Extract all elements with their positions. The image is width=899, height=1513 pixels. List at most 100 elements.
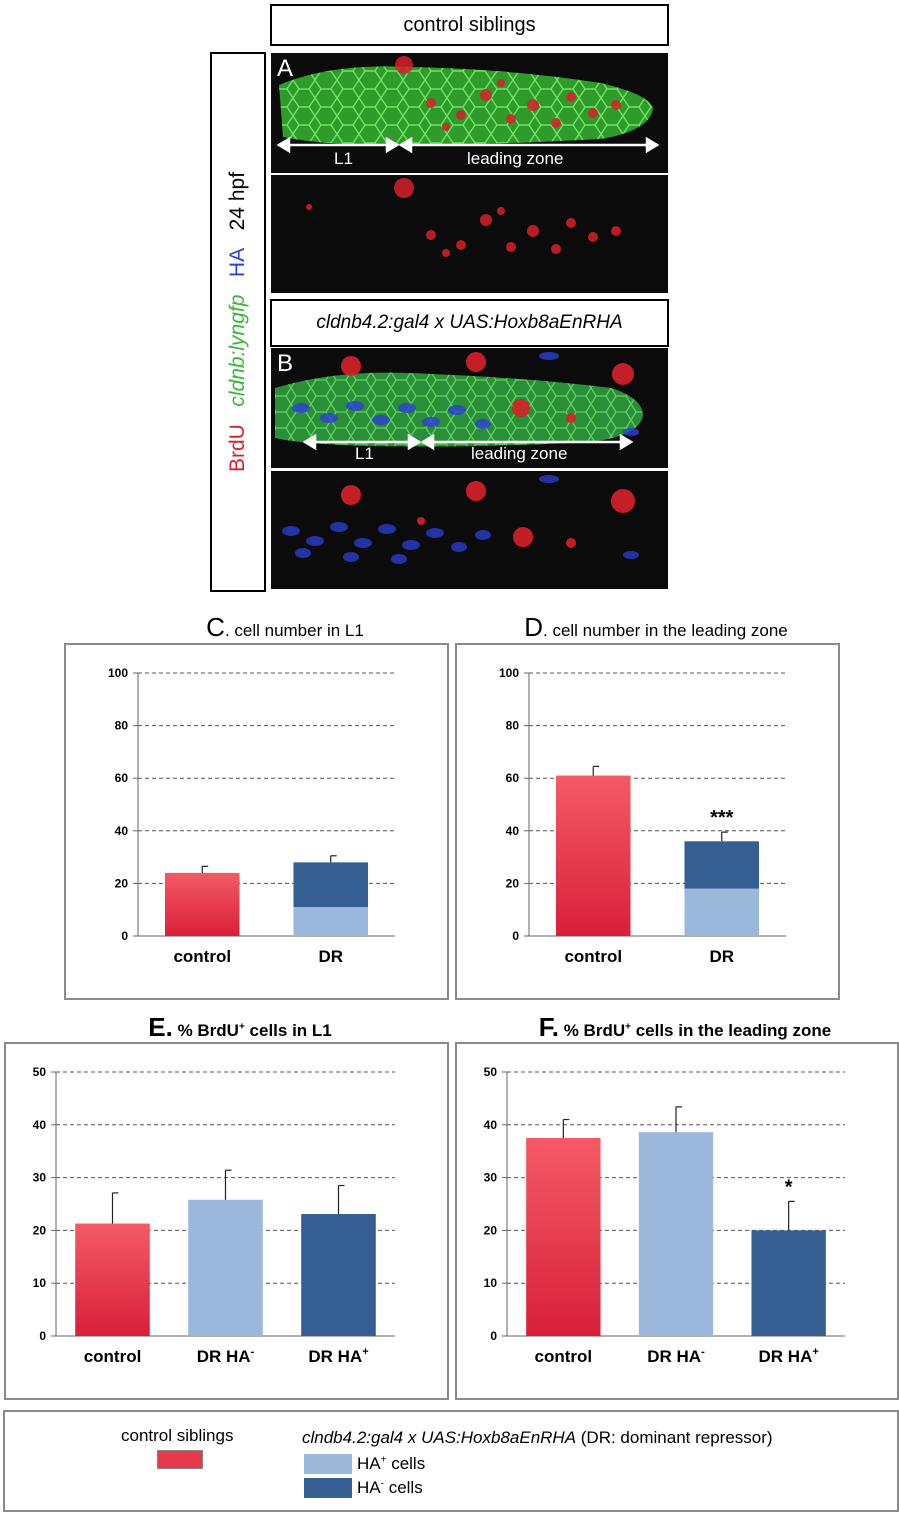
bar-dr-ha--hapos (638, 1132, 714, 1336)
panel-b-letter: B (277, 350, 294, 377)
y-tick-label: 40 (484, 1118, 498, 1132)
bar-dr-hapos (293, 907, 369, 936)
x-tick-label: control (84, 1347, 142, 1366)
legend-ha-neg-suffix: cells (383, 1478, 423, 1497)
panel-a-header-text: control siblings (403, 13, 536, 36)
y-tick-label: 20 (506, 876, 520, 890)
y-tick-label: 20 (115, 876, 129, 890)
chart-d-title: D. cell number in the leading zone (496, 612, 816, 643)
panel-a-arrows (276, 136, 660, 154)
x-tick-label: DR (709, 947, 734, 966)
bar-dr-haneg (293, 862, 369, 908)
chart-c-letter: C (206, 612, 225, 642)
x-tick-label: control (564, 947, 622, 966)
panel-a-header: control siblings (270, 4, 669, 46)
legend: control siblings clndb4.2:gal4 x UAS:Hox… (3, 1410, 899, 1512)
chart-f-letter: F. (538, 1012, 559, 1042)
panel-b-brdu-ha-image (271, 471, 668, 589)
x-tick-label-sup: + (362, 1346, 368, 1358)
chart-c: 0 20 40 60 80 100 control DR (64, 643, 449, 1000)
significance-marker: *** (710, 807, 734, 829)
legend-ha-neg-label: HA- cells (357, 1478, 423, 1498)
y-tick-label: 80 (506, 719, 520, 733)
chart-c-title-text: . cell number in L1 (224, 621, 364, 640)
panel-a-brdu-image (271, 175, 668, 293)
chart-d-svg: 0 20 40 60 80 100 control *** DR (499, 666, 786, 966)
y-tick-label: 10 (484, 1276, 498, 1290)
panel-b-l1-label: L1 (355, 444, 374, 463)
legend-dr-label: clndb4.2:gal4 x UAS:Hoxb8aEnRHA (DR: dom… (302, 1428, 773, 1448)
x-tick-label: DR HA- (197, 1346, 255, 1366)
legend-ha-pos-text: HA (357, 1454, 381, 1473)
bar-dr-hapos (684, 888, 760, 936)
stain-side-label: BrdU cldnb:lyngfp HA 24 hpf (210, 52, 266, 592)
bar-control-control (75, 1223, 150, 1336)
y-tick-label: 60 (115, 771, 129, 785)
chart-e-letter: E. (148, 1012, 173, 1042)
y-tick-label: 0 (121, 929, 128, 943)
y-tick-label: 20 (484, 1223, 498, 1237)
y-tick-label: 40 (506, 824, 520, 838)
y-tick-label: 60 (506, 771, 520, 785)
y-tick-label: 80 (115, 719, 129, 733)
legend-ha-neg-swatch (304, 1478, 352, 1498)
panel-a-merged-svg (279, 56, 653, 145)
legend-dr-rest: (DR: dominant repressor) (576, 1428, 773, 1447)
x-tick-label-sup: - (251, 1346, 255, 1358)
side-label-brdu: BrdU (226, 424, 249, 473)
y-tick-label: 30 (33, 1171, 47, 1185)
x-tick-label: DR HA+ (759, 1346, 819, 1366)
y-tick-label: 50 (33, 1065, 47, 1079)
side-label-ha: HA (226, 247, 249, 278)
y-tick-label: 0 (512, 929, 519, 943)
legend-ha-pos-label: HA+ cells (357, 1454, 425, 1474)
panel-b-header-text: cldnb4.2:gal4 x UAS:Hoxb8aEnRHA (316, 312, 623, 333)
panel-a-merged-image: A L1 leading zone (271, 53, 668, 173)
chart-f-title-sup: + (625, 1021, 631, 1033)
side-label-text: BrdU cldnb:lyngfp HA 24 hpf (226, 172, 250, 472)
chart-c-title: C. cell number in L1 (150, 612, 420, 643)
panel-b-merged-svg (275, 352, 643, 447)
panel-b-leading-label: leading zone (471, 444, 568, 463)
legend-ha-pos-suffix: cells (386, 1454, 426, 1473)
legend-ha-neg-sup: - (380, 1478, 384, 1490)
chart-f-title: F. % BrdU+ cells in the leading zone (520, 1012, 850, 1043)
bar-dr-ha--hapos (188, 1199, 263, 1336)
chart-d-title-text: . cell number in the leading zone (543, 621, 788, 640)
y-tick-label: 30 (484, 1171, 498, 1185)
panel-b-header: cldnb4.2:gal4 x UAS:Hoxb8aEnRHA (270, 299, 669, 347)
side-label-stage: 24 hpf (226, 171, 249, 231)
y-tick-label: 10 (33, 1276, 47, 1290)
panel-b-arrows (302, 433, 634, 451)
x-tick-label: control (173, 947, 231, 966)
chart-f-svg: 0 10 20 30 40 50 control DR HA- * DR HA+ (484, 1065, 845, 1366)
chart-d: 0 20 40 60 80 100 control *** DR (455, 643, 840, 1000)
x-tick-label: control (535, 1347, 593, 1366)
side-label-cldnb: cldnb:lyngfp (226, 294, 249, 407)
legend-control-swatch (157, 1450, 203, 1469)
legend-dr-italic: clndb4.2:gal4 x UAS:Hoxb8aEnRHA (302, 1428, 577, 1447)
chart-e-title-sup: + (238, 1021, 245, 1033)
x-tick-label-sup: + (812, 1346, 818, 1358)
y-tick-label: 40 (33, 1118, 47, 1132)
y-tick-label: 100 (108, 666, 128, 680)
bar-control-control (555, 775, 631, 936)
y-tick-label: 20 (33, 1223, 47, 1237)
legend-ha-pos-swatch (304, 1454, 352, 1474)
y-tick-label: 50 (484, 1065, 498, 1079)
chart-e: 0 10 20 30 40 50 control DR HA- DR HA+ (4, 1042, 449, 1400)
chart-f-title-rest: cells in the leading zone (630, 1021, 832, 1040)
panel-b-brdu-ha-svg (282, 475, 639, 564)
significance-marker: * (785, 1176, 793, 1198)
x-tick-label-sup: - (701, 1346, 705, 1358)
bar-dr-ha--haneg (301, 1214, 376, 1336)
bar-dr-haneg (684, 841, 760, 889)
legend-control-label: control siblings (121, 1426, 234, 1445)
bar-dr-ha--haneg (751, 1230, 826, 1336)
bar-control-control (164, 872, 240, 936)
chart-f-title-text: % BrdU (563, 1021, 626, 1040)
chart-e-svg: 0 10 20 30 40 50 control DR HA- DR HA+ (33, 1065, 395, 1366)
y-tick-label: 0 (490, 1329, 497, 1343)
legend-ha-neg-text: HA (357, 1478, 381, 1497)
y-tick-label: 40 (115, 824, 129, 838)
